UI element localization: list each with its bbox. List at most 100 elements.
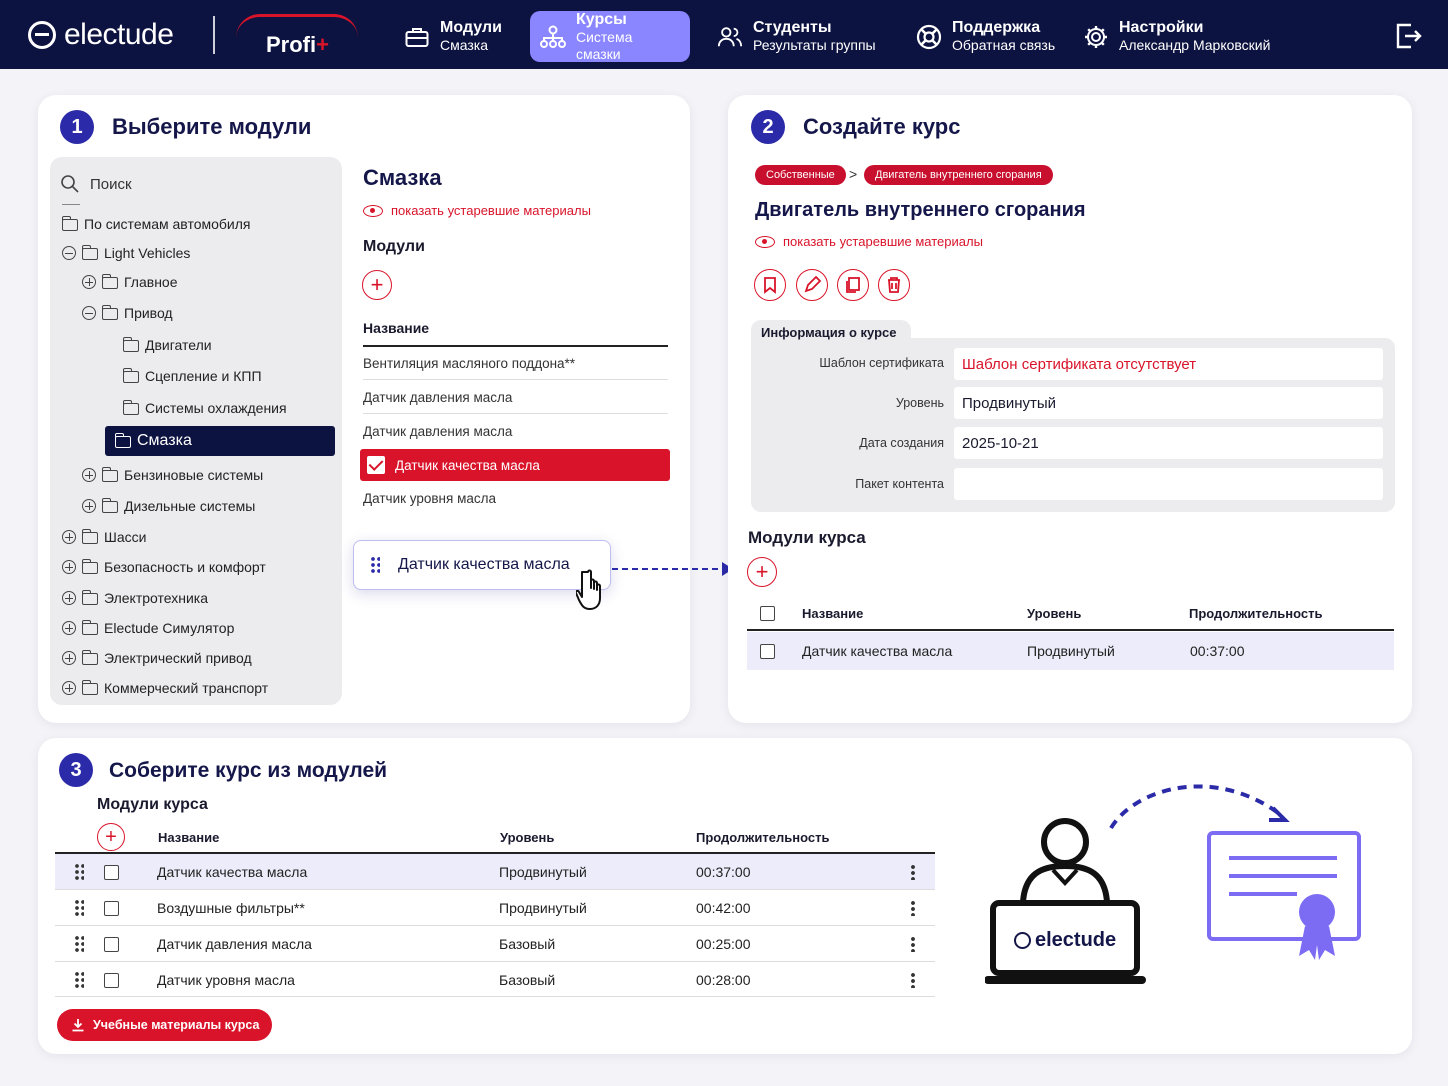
level-field[interactable]: Продвинутый <box>954 387 1383 419</box>
download-course-materials-button[interactable]: Учебные материалы курса <box>57 1009 272 1041</box>
nav-students[interactable]: Студенты Результаты группы <box>707 11 886 62</box>
bookmark-button[interactable] <box>754 269 786 301</box>
column-name-header: Название <box>363 320 430 336</box>
module-row[interactable]: Датчик давления масла <box>363 424 513 439</box>
tree-item-safety[interactable]: Безопасность и комфорт <box>62 556 266 578</box>
expand-icon[interactable] <box>62 651 76 665</box>
tree-item-electrical[interactable]: Электротехника <box>62 587 208 609</box>
tree-item-drive[interactable]: Привод <box>82 302 173 324</box>
cell-name: Воздушные фильтры** <box>157 900 305 916</box>
nav-students-subtitle: Результаты группы <box>753 37 876 53</box>
pencil-icon <box>804 275 822 293</box>
module-row[interactable]: Датчик уровня масла <box>363 491 496 506</box>
module-row[interactable]: Вентиляция масляного поддона** <box>363 356 576 371</box>
tree-item-cooling[interactable]: Системы охлаждения <box>122 397 287 419</box>
drag-handle-icon[interactable] <box>74 935 84 953</box>
breadcrumb-separator: > <box>849 166 858 182</box>
more-options-icon[interactable] <box>911 936 915 952</box>
tree-item-lubrication[interactable]: Смазка <box>105 426 335 456</box>
eye-icon <box>363 204 383 217</box>
expand-icon[interactable] <box>62 560 76 574</box>
drag-handle-icon[interactable] <box>74 863 84 881</box>
electude-logo-icon <box>28 21 56 49</box>
drag-handle-icon[interactable] <box>370 556 380 574</box>
created-date-field[interactable]: 2025-10-21 <box>954 427 1383 459</box>
breadcrumb-own[interactable]: Собственные <box>755 165 846 185</box>
show-outdated-toggle[interactable]: показать устаревшие материалы <box>755 234 983 249</box>
tree-item-clutch[interactable]: Сцепление и КПП <box>122 365 262 387</box>
info-label: Дата создания <box>859 436 944 450</box>
add-course-module-button[interactable]: + <box>747 557 777 587</box>
module-row[interactable]: Датчик давления масла <box>363 390 513 405</box>
nav-courses[interactable]: Курсы Система смазки <box>530 11 690 62</box>
course-modules-title: Модули курса <box>97 796 208 813</box>
expand-icon[interactable] <box>62 621 76 635</box>
select-all-checkbox[interactable] <box>760 606 775 621</box>
edit-button[interactable] <box>796 269 828 301</box>
content-package-field[interactable] <box>954 468 1383 500</box>
column-name-header: Название <box>802 606 864 621</box>
module-row-selected[interactable]: Датчик качества масла <box>360 449 670 481</box>
nav-settings[interactable]: Настройки Александр Марковский <box>1073 11 1280 62</box>
tree-item-electric-drive[interactable]: Электрический привод <box>62 647 252 669</box>
folder-icon <box>81 529 98 544</box>
expand-icon[interactable] <box>62 681 76 695</box>
tree-item-diesel[interactable]: Дизельные системы <box>82 495 255 517</box>
more-options-icon[interactable] <box>911 972 915 988</box>
row-checkbox[interactable] <box>104 973 119 988</box>
tree-item-simulator[interactable]: Electude Симулятор <box>62 617 234 639</box>
tree-label: Электротехника <box>104 590 209 606</box>
drag-handle-icon[interactable] <box>74 971 84 989</box>
tree-search[interactable]: Поиск <box>60 167 332 201</box>
tree-item-engines[interactable]: Двигатели <box>122 334 212 356</box>
cell-name: Датчик давления масла <box>157 936 312 952</box>
expand-icon[interactable] <box>82 468 96 482</box>
breadcrumb-engine[interactable]: Двигатель внутреннего сгорания <box>864 165 1053 185</box>
certificate-template-field[interactable]: Шаблон сертификата отсутствует <box>954 348 1383 380</box>
add-course-module-button[interactable]: + <box>97 823 125 851</box>
electude-logo[interactable]: electude <box>28 18 174 52</box>
more-options-icon[interactable] <box>911 864 915 880</box>
collapse-icon[interactable] <box>82 306 96 320</box>
folder-icon <box>81 620 98 635</box>
drag-handle-icon[interactable] <box>74 899 84 917</box>
tree-item-main[interactable]: Главное <box>82 271 178 293</box>
tree-item-by-systems[interactable]: По системам автомобиля <box>61 213 250 235</box>
course-info-tab[interactable]: Информация о курсе <box>751 320 911 342</box>
tree-label: Двигатели <box>145 337 212 353</box>
table-row[interactable] <box>747 632 1394 670</box>
nav-courses-subtitle: Система смазки <box>576 28 633 62</box>
header-divider <box>363 345 668 347</box>
tree-item-gasoline[interactable]: Бензиновые системы <box>82 464 263 486</box>
checkbox-checked[interactable] <box>367 456 385 474</box>
logout-icon[interactable] <box>1394 22 1422 50</box>
show-outdated-toggle[interactable]: показать устаревшие материалы <box>363 203 591 218</box>
info-label: Шаблон сертификата <box>819 356 944 370</box>
expand-icon[interactable] <box>82 275 96 289</box>
tree-item-chassis[interactable]: Шасси <box>62 526 146 548</box>
collapse-icon[interactable] <box>62 246 76 260</box>
expand-icon[interactable] <box>82 499 96 513</box>
row-checkbox[interactable] <box>104 937 119 952</box>
tree-item-commercial[interactable]: Коммерческий транспорт <box>62 677 268 699</box>
dragging-module-chip[interactable]: Датчик качества масла <box>353 540 611 590</box>
row-checkbox[interactable] <box>104 865 119 880</box>
delete-button[interactable] <box>878 269 910 301</box>
folder-icon <box>81 245 98 260</box>
nav-modules[interactable]: Модули Смазка <box>394 11 512 62</box>
step1-title: Выберите модули <box>112 114 312 139</box>
expand-icon[interactable] <box>62 591 76 605</box>
arrow-head-icon <box>1269 806 1290 822</box>
table-row[interactable] <box>55 854 935 889</box>
cell-name: Датчик качества масла <box>157 864 308 880</box>
nav-students-title: Студенты <box>753 19 832 36</box>
nav-modules-title: Модули <box>440 19 502 36</box>
add-module-button[interactable]: + <box>362 270 392 300</box>
copy-button[interactable] <box>837 269 869 301</box>
row-checkbox[interactable] <box>104 901 119 916</box>
expand-icon[interactable] <box>62 530 76 544</box>
row-checkbox[interactable] <box>760 644 775 659</box>
tree-item-light-vehicles[interactable]: Light Vehicles <box>62 242 190 264</box>
more-options-icon[interactable] <box>911 900 915 916</box>
nav-support[interactable]: Поддержка Обратная связь <box>906 11 1065 62</box>
